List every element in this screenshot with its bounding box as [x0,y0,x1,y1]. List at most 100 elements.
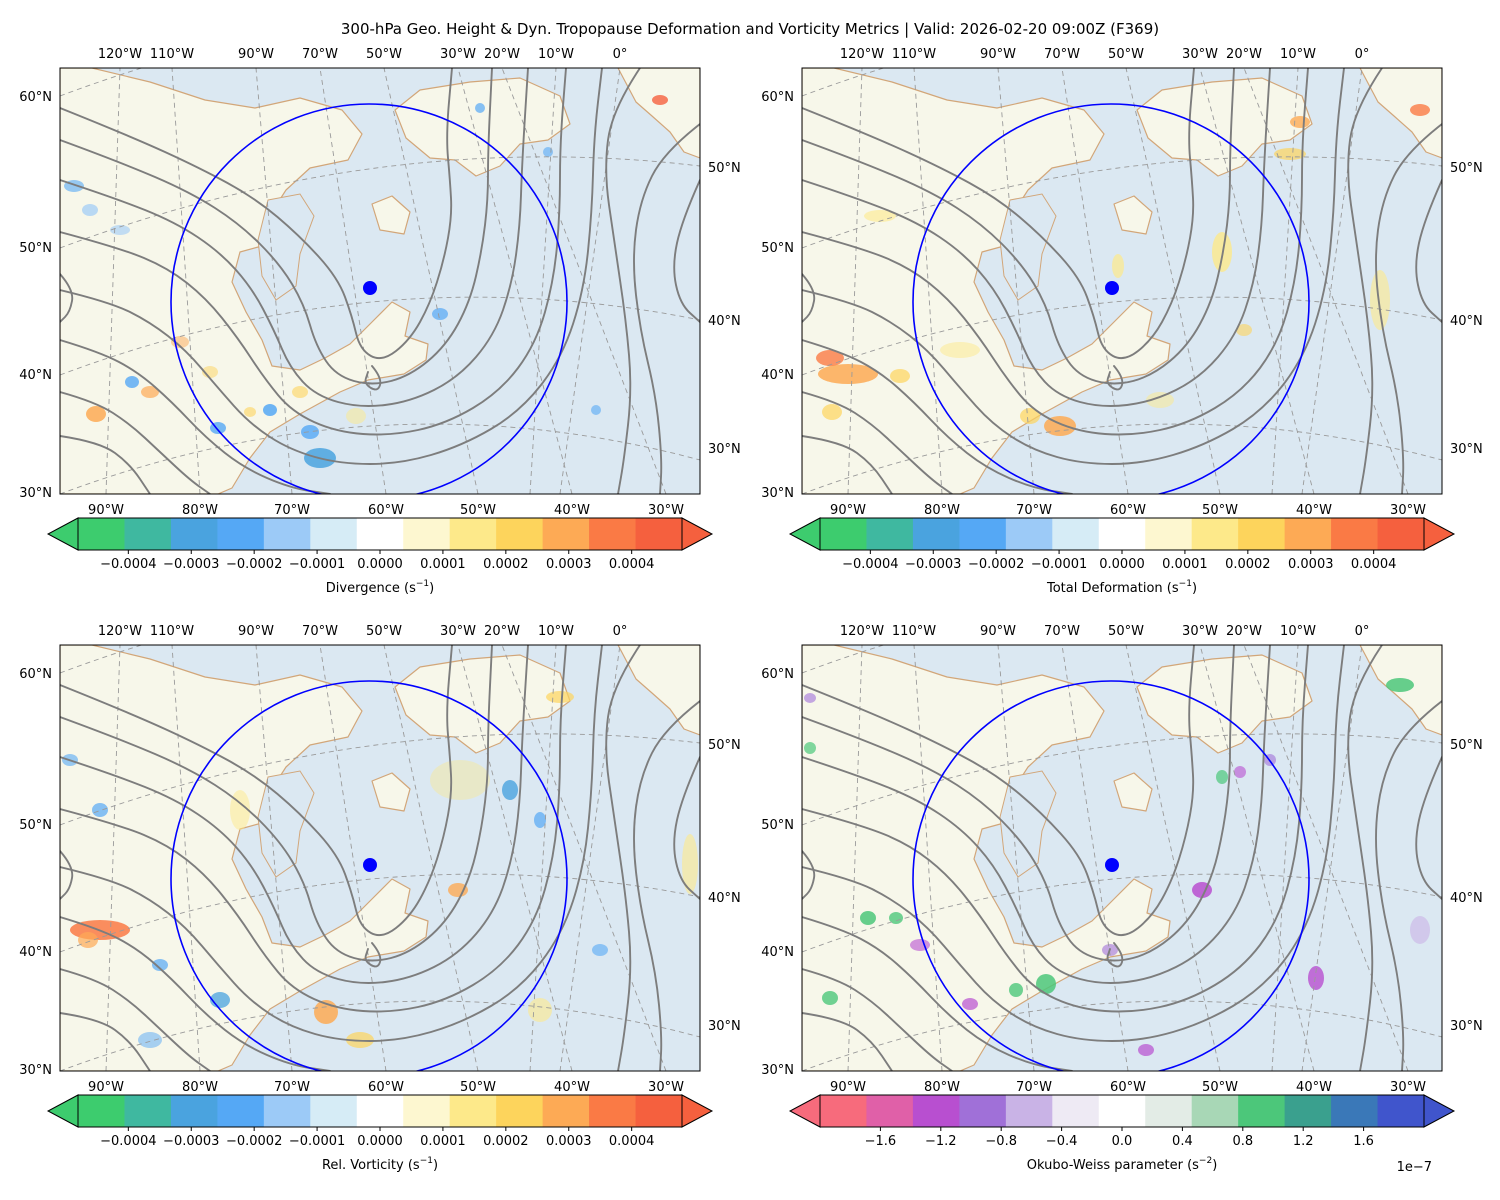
center-point-marker [1105,281,1119,295]
bottom-longitude-label: 90°W [88,503,124,518]
colorbar-segment [449,518,497,550]
colorbar-segment [170,518,218,550]
shading-blob [962,998,978,1010]
top-longitude-label: 70°W [302,624,338,639]
bottom-longitude-label: 80°W [182,503,218,518]
shading-blob [502,780,518,800]
meridian-line [319,645,387,1071]
meridian-line [319,68,387,494]
colorbar-segment [1005,518,1053,550]
shading-blob [1410,916,1430,944]
meridian-line [1061,68,1129,494]
geopotential-height-contours [60,645,700,1071]
colorbar-segment [912,1095,960,1127]
left-latitude-label: 30°N [761,486,794,501]
colorbar-tick-label: −0.0001 [1031,557,1087,572]
shading-blob [86,406,106,422]
colorbar-tick-label: 0.0002 [483,1134,529,1149]
bottom-longitude-label: 60°W [368,503,404,518]
height-contour [60,68,493,385]
shading-blob [940,342,980,358]
meridian-line [847,645,863,1071]
height-contour [802,68,1235,385]
colorbar-tick-label: 0.4 [1172,1134,1193,1149]
colorbar-segment [542,518,590,550]
top-longitude-label: 10°W [1280,47,1316,62]
coastline-shape [1359,68,1442,159]
bay-shape [999,193,1057,301]
shading-blob [138,1032,162,1048]
height-contour [673,179,700,323]
center-point-marker [363,281,377,295]
colorbar-segment [1284,518,1332,550]
colorbar-segment [124,518,172,550]
height-contour [60,68,529,407]
colorbar-tick-label: −0.0002 [968,557,1024,572]
top-longitude-label: 50°W [1108,47,1144,62]
shading-blob [292,386,308,398]
coastline-shape [371,195,411,235]
parallel-line [802,423,1442,494]
colorbar-tick-label: 0.0000 [357,557,403,572]
height-contour [60,645,493,962]
colorbar-tick-label: −0.0004 [100,1134,156,1149]
shading-blob [125,376,139,388]
shading-blob [1138,1044,1154,1056]
left-latitude-label: 50°N [19,818,52,833]
colorbar-high-extension [681,1094,714,1128]
bottom-longitude-label: 40°W [554,1080,590,1095]
divergence-map-panel: 120°W 110°W 90°W 70°W 50°W 30°W 20°W 10°W 0° 90°W… [19,47,741,596]
colorbar-tick-label: −0.0002 [226,1134,282,1149]
meridian-line [997,68,1035,494]
map-area [802,68,1442,494]
colorbar-tick-label: −0.0001 [289,557,345,572]
shading-blob [1386,678,1414,692]
figure-title: 300-hPa Geo. Height & Dyn. Tropopause De… [340,20,1160,38]
colorbar-segment [449,1095,497,1127]
bottom-longitude-label: 60°W [1110,1080,1146,1095]
meridian-line [529,645,557,1071]
shading-blob [822,991,838,1005]
map-area [60,645,700,1071]
colorbar-tick-label: −0.0003 [905,557,961,572]
colorbar-tick-label: 0.0004 [609,557,655,572]
colorbar-segment [496,518,544,550]
height-contour [60,916,331,1071]
shading-blob [1234,766,1246,778]
bottom-longitude-label: 70°W [274,1080,310,1095]
colorbar-segment [635,518,683,550]
bottom-longitude-label: 30°W [648,503,684,518]
colorbar-high-extension [1423,1094,1456,1128]
height-contour [802,645,1235,962]
map-area [60,68,700,494]
coastline-shape [617,645,700,736]
height-contour [802,68,1195,360]
colorbar-segment [1284,1095,1332,1127]
top-longitude-label: 110°W [892,624,936,639]
shading-blob [822,404,842,420]
height-contour [802,273,816,323]
colorbar-segment [496,1095,544,1127]
height-contour [1347,645,1383,1071]
height-contour [802,645,1271,984]
left-latitude-label: 30°N [19,486,52,501]
analysis-radius-ring [170,680,568,1071]
left-latitude-label: 30°N [19,1063,52,1078]
height-contour [60,645,603,1042]
colorbar: −0.0004 −0.0003 −0.0002 −0.0001 0.0000 0.0001… [46,517,714,596]
shading-blob [591,405,601,415]
height-contour [802,391,953,494]
parallel-line [60,1000,700,1071]
top-longitude-label: 70°W [1044,624,1080,639]
coastline-shape [1113,195,1153,235]
shading-blob [475,103,485,113]
height-contour [60,1012,151,1071]
height-contour [1106,365,1124,391]
left-latitude-label: 40°N [19,368,52,383]
colorbar-segment [310,1095,358,1127]
geopotential-height-contours [60,68,700,494]
shading-blob [804,693,816,703]
colorbar-segment [170,1095,218,1127]
right-latitude-label: 50°N [708,738,741,753]
colorbar-label-close: ) [1212,1158,1217,1173]
